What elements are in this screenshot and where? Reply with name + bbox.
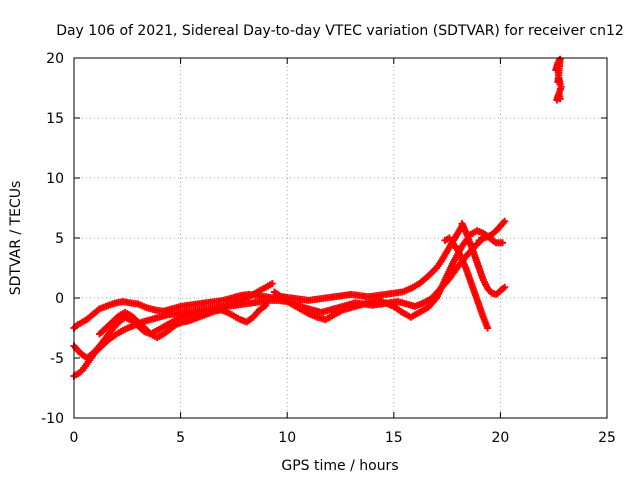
data-point xyxy=(268,280,276,288)
x-tick-label: 20 xyxy=(491,430,509,446)
chart-title: Day 106 of 2021, Sidereal Day-to-day VTE… xyxy=(56,23,624,39)
data-point xyxy=(262,301,270,309)
grid-lines xyxy=(74,58,607,418)
data-point xyxy=(501,217,509,225)
x-tick-label: 10 xyxy=(278,430,296,446)
y-tick-label: 10 xyxy=(46,171,64,187)
x-tick-label: 5 xyxy=(176,430,185,446)
series-track-f xyxy=(458,220,509,298)
axis-ticks: 0 5 10 15 20 25 -10 -5 0 5 10 15 20 xyxy=(41,51,616,446)
series-track-d xyxy=(96,301,270,342)
y-tick-label: 0 xyxy=(55,291,64,307)
y-tick-label: 15 xyxy=(46,111,64,127)
series-track-h xyxy=(475,217,509,244)
data-point xyxy=(499,239,507,247)
y-tick-label: 20 xyxy=(46,51,64,67)
x-tick-label: 25 xyxy=(598,430,616,446)
x-tick-label: 15 xyxy=(385,430,403,446)
data-point xyxy=(556,95,564,103)
x-axis-label: GPS time / hours xyxy=(281,458,398,474)
y-axis-label: SDTVAR / TECUs xyxy=(8,181,24,296)
series-track-i xyxy=(552,55,565,104)
y-tick-label: -5 xyxy=(50,351,64,367)
series-track-g xyxy=(441,234,492,332)
plot-frame xyxy=(73,57,608,419)
y-tick-label: -10 xyxy=(41,411,64,427)
y-tick-label: 5 xyxy=(55,231,64,247)
x-tick-label: 0 xyxy=(70,430,79,446)
data-point xyxy=(484,324,492,332)
data-points xyxy=(70,55,565,380)
data-point xyxy=(501,283,509,291)
